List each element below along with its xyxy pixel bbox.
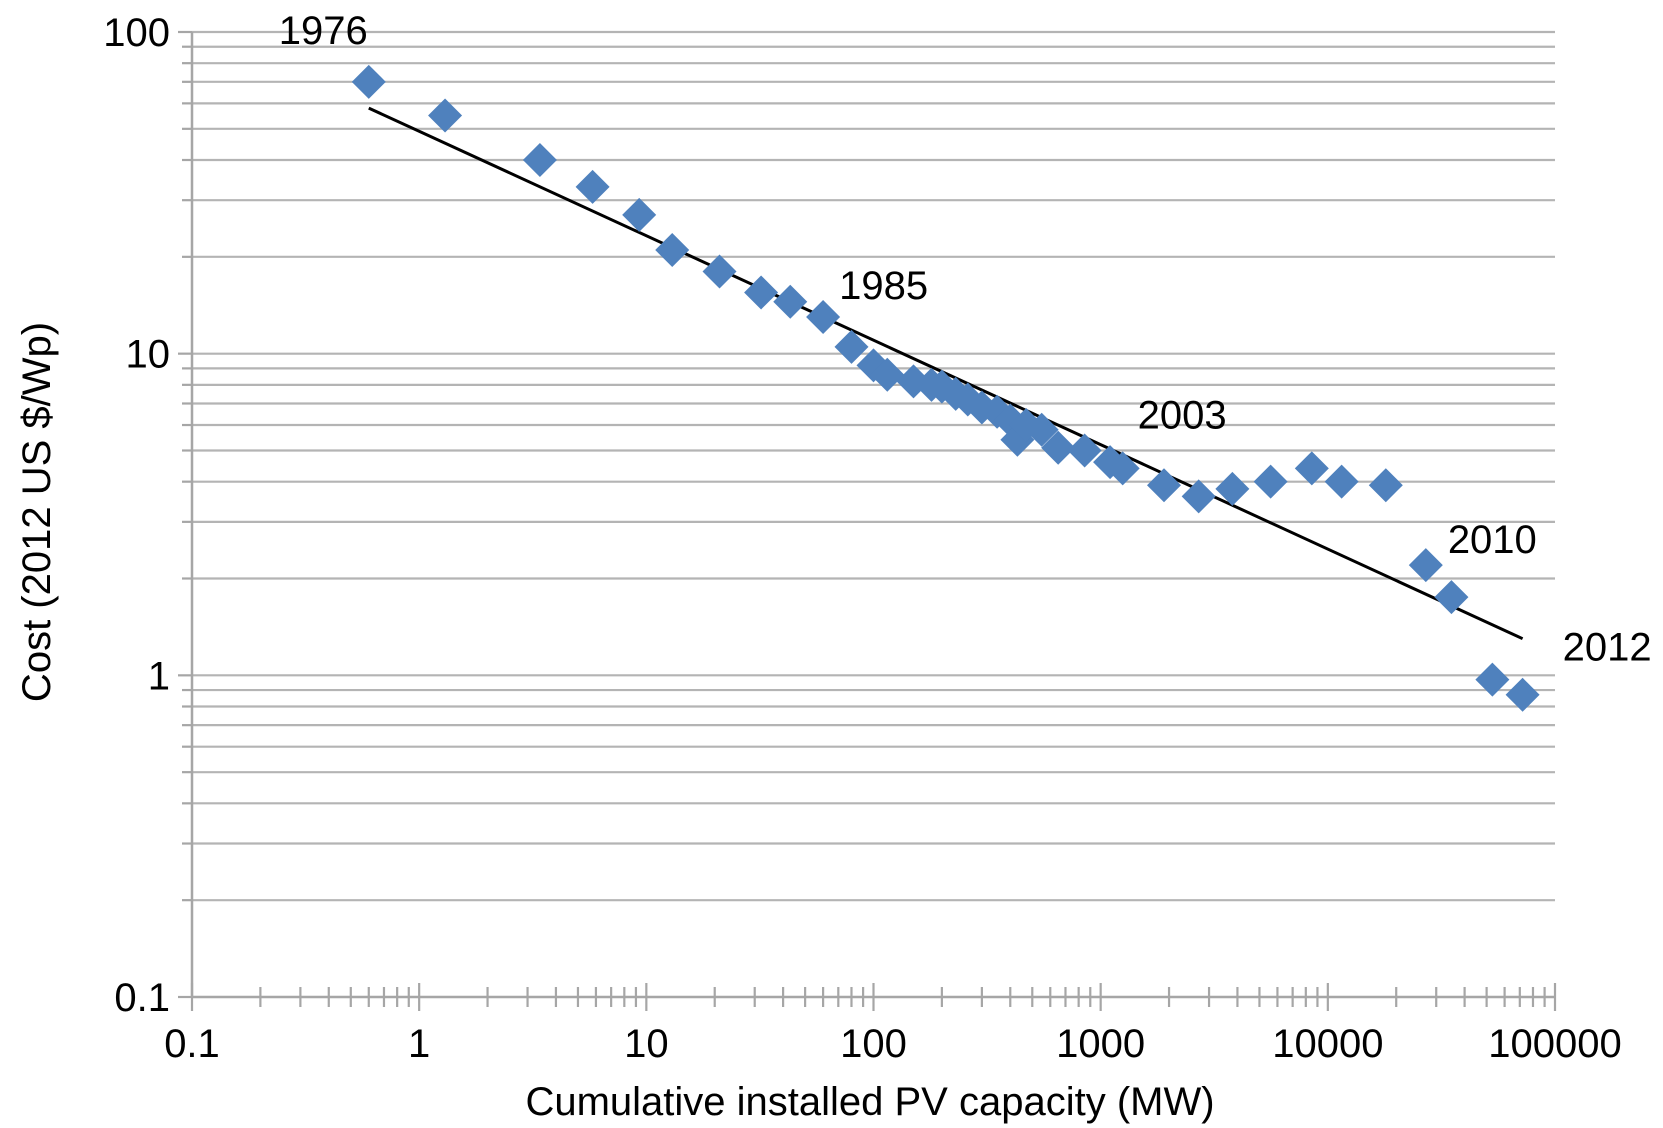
data-point-diamond — [351, 64, 386, 99]
year-annotation: 2012 — [1563, 626, 1652, 670]
data-point-diamond — [1368, 468, 1403, 503]
trendline — [368, 106, 1524, 641]
data-point-diamond — [1294, 451, 1329, 486]
data-point-diamond — [1408, 548, 1443, 583]
data-point-diamond — [622, 197, 657, 232]
year-annotation: 2003 — [1138, 393, 1227, 437]
x-axis-title: Cumulative installed PV capacity (MW) — [525, 1080, 1214, 1124]
data-point-diamond — [655, 233, 690, 268]
data-point-diamond — [1253, 464, 1288, 499]
data-point-diamond — [575, 169, 610, 204]
data-point-diamond — [870, 357, 905, 392]
y-tick-label: 0.1 — [114, 976, 170, 1020]
grid-lines — [192, 30, 1555, 902]
tick-labels: 0.1 1 10 100 0.1 1 10 100 1000 10000 100000 — [103, 11, 1621, 1066]
y-tick-label: 1 — [148, 654, 170, 698]
x-tick-label: 10 — [624, 1022, 669, 1066]
annotations: 1976 1985 2003 2010 2012 — [279, 9, 1652, 670]
data-point-diamond — [1324, 464, 1359, 499]
data-point-diamond — [1000, 422, 1035, 457]
data-point-diamond — [1041, 430, 1076, 465]
data-point-diamond — [834, 329, 869, 364]
data-point-diamond — [773, 284, 808, 319]
data-point-diamond — [522, 143, 557, 178]
y-tick-label: 100 — [103, 11, 170, 55]
y-tick-label: 10 — [126, 333, 171, 377]
x-tick-label: 100 — [840, 1022, 907, 1066]
power-trendline — [368, 106, 1524, 641]
x-tick-label: 1000 — [1056, 1022, 1145, 1066]
x-tick-label: 0.1 — [164, 1022, 220, 1066]
data-point-diamond — [702, 254, 737, 289]
data-point-diamond — [1024, 412, 1059, 447]
x-tick-label: 1 — [408, 1022, 430, 1066]
data-points — [351, 64, 1540, 712]
data-point-diamond — [428, 98, 463, 133]
data-point-diamond — [1434, 580, 1469, 615]
y-axis-title: Cost (2012 US $/Wp) — [15, 322, 59, 702]
data-point-diamond — [1505, 677, 1540, 712]
year-annotation: 1985 — [839, 264, 928, 308]
data-point-diamond — [1105, 451, 1140, 486]
year-annotation: 2010 — [1448, 518, 1537, 562]
data-point-diamond — [1475, 662, 1510, 697]
year-annotation: 1976 — [279, 9, 368, 53]
x-tick-label: 10000 — [1272, 1022, 1383, 1066]
data-point-diamond — [1067, 433, 1102, 468]
data-point-diamond — [744, 275, 779, 310]
data-point-diamond — [1181, 479, 1216, 514]
x-tick-label: 100000 — [1488, 1022, 1621, 1066]
data-point-diamond — [806, 300, 841, 335]
axes — [178, 30, 1557, 1011]
data-point-diamond — [1146, 468, 1181, 503]
data-point-diamond — [1215, 471, 1250, 506]
